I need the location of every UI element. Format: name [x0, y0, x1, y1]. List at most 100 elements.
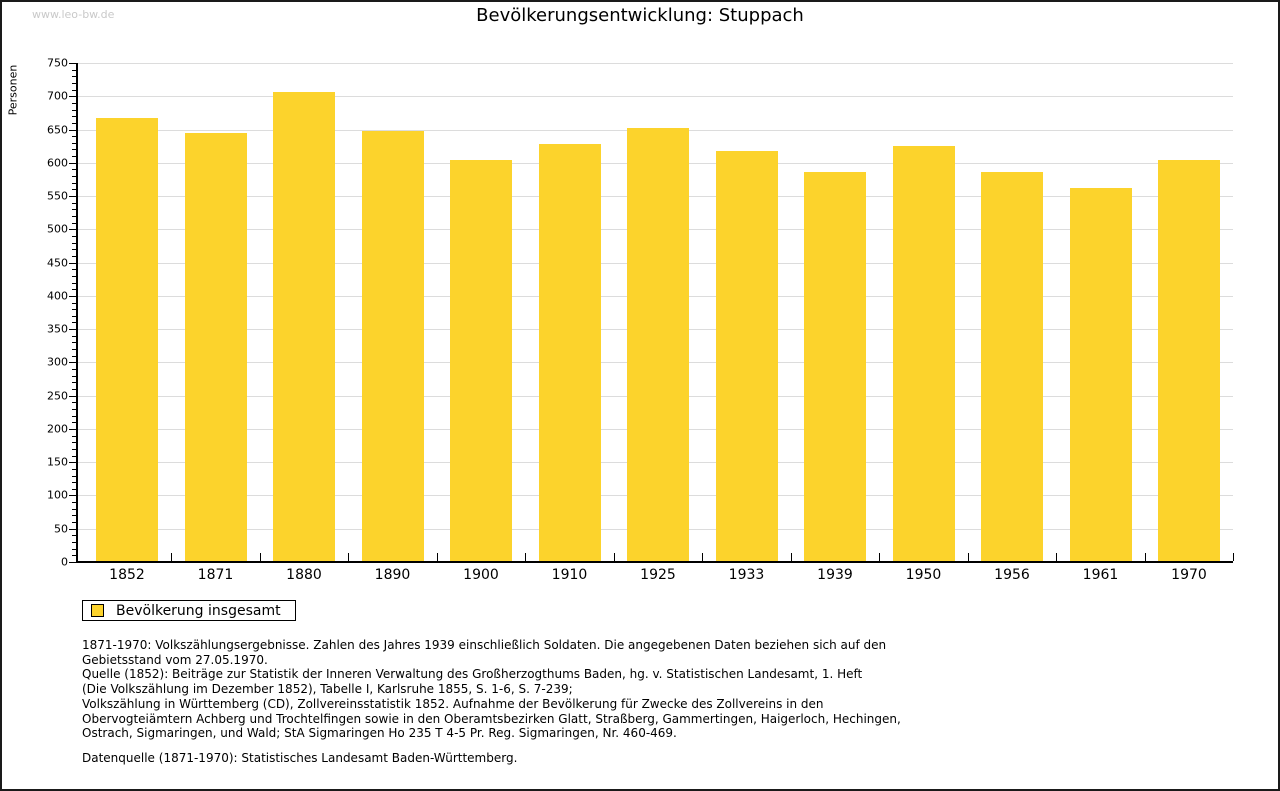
y-tick: [69, 63, 76, 64]
y-tick: [72, 76, 76, 78]
y-tick-label: 650: [47, 123, 68, 137]
x-tick-label: 1970: [1171, 567, 1207, 583]
y-tick: [72, 402, 76, 404]
y-tick: [72, 448, 76, 450]
y-tick: [72, 242, 76, 244]
bar: [1158, 160, 1220, 562]
y-tick: [72, 169, 76, 171]
y-tick: [69, 528, 76, 530]
x-boundary-tick: [702, 553, 704, 561]
x-tick-label: 1925: [640, 567, 676, 583]
x-tick-label: 1852: [109, 567, 145, 583]
y-tick: [72, 475, 76, 477]
footnotes: 1871-1970: Volkszählungsergebnisse. Zahl…: [82, 638, 901, 766]
bar: [981, 172, 1043, 562]
y-tick-label: 350: [47, 322, 68, 336]
y-tick: [69, 96, 76, 98]
x-boundary-tick: [171, 553, 173, 561]
y-tick: [72, 335, 76, 337]
y-axis-line: [76, 63, 78, 563]
y-tick: [72, 468, 76, 470]
y-tick: [69, 129, 76, 131]
y-tick-label: 150: [47, 455, 68, 469]
bar: [627, 128, 689, 562]
bar: [273, 91, 335, 562]
bar: [715, 151, 778, 562]
y-tick: [72, 535, 76, 537]
x-tick-label: 1880: [286, 567, 322, 583]
y-tick: [72, 548, 76, 550]
y-tick: [72, 455, 76, 457]
bar: [96, 117, 158, 562]
footnote-line: 1871-1970: Volkszählungsergebnisse. Zahl…: [82, 638, 887, 652]
bar: [450, 160, 512, 562]
x-boundary-tick: [613, 553, 615, 561]
y-tick: [72, 315, 76, 317]
x-boundary-tick: [348, 553, 350, 561]
y-tick-label: 400: [47, 289, 68, 303]
y-tick: [72, 322, 76, 324]
y-tick: [72, 255, 76, 257]
bar: [184, 132, 247, 562]
y-tick: [72, 382, 76, 384]
y-tick: [72, 522, 76, 524]
y-tick: [72, 488, 76, 490]
y-tick: [72, 422, 76, 424]
y-tick: [72, 415, 76, 417]
y-tick: [72, 442, 76, 444]
legend-swatch: [91, 604, 104, 617]
y-tick: [72, 482, 76, 484]
y-tick: [72, 202, 76, 204]
y-tick: [72, 555, 76, 557]
footnote-line: Gebietsstand vom 27.05.1970.: [82, 652, 268, 667]
bar: [538, 144, 601, 562]
y-tick: [72, 269, 76, 271]
y-tick: [72, 82, 76, 84]
y-tick: [72, 142, 76, 144]
y-tick-label: 200: [47, 422, 68, 436]
y-tick: [72, 149, 76, 151]
y-tick: [72, 355, 76, 357]
bar: [1069, 188, 1132, 562]
y-tick-label: 450: [47, 256, 68, 270]
x-boundary-tick: [879, 553, 881, 561]
y-tick-label: 50: [54, 522, 68, 536]
y-tick: [72, 289, 76, 291]
y-tick: [72, 189, 76, 191]
x-tick-label: 1933: [728, 567, 765, 583]
x-tick-label: 1890: [374, 567, 411, 583]
x-tick-label: 1900: [463, 567, 499, 583]
y-tick: [69, 262, 76, 264]
watermark: www.leo-bw.de: [32, 8, 115, 21]
y-tick-label: 700: [47, 89, 68, 103]
y-tick: [72, 302, 76, 304]
y-tick: [72, 508, 76, 510]
y-tick: [69, 229, 76, 231]
x-boundary-tick: [790, 553, 792, 561]
y-tick: [72, 408, 76, 410]
y-tick: [72, 349, 76, 351]
y-tick-label: 250: [47, 389, 68, 403]
y-tick: [69, 428, 76, 430]
y-tick: [72, 389, 76, 390]
bar: [361, 130, 424, 562]
legend-box: Bevölkerung insgesamt: [82, 600, 296, 621]
bar: [804, 172, 866, 562]
y-tick: [69, 395, 76, 397]
y-tick: [72, 515, 76, 517]
y-tick: [72, 116, 76, 118]
x-axis-line: [76, 561, 1233, 563]
y-tick: [72, 176, 76, 178]
y-tick-label: 500: [47, 222, 68, 236]
y-tick-label: 600: [47, 156, 68, 170]
y-tick: [72, 282, 76, 284]
x-boundary-tick: [525, 553, 527, 561]
y-tick: [69, 329, 76, 331]
chart-title: Bevölkerungsentwicklung: Stuppach: [476, 5, 804, 26]
y-tick: [72, 375, 76, 377]
y-tick: [72, 342, 76, 344]
y-tick: [72, 235, 76, 237]
x-tick-label: 1961: [1082, 567, 1119, 583]
